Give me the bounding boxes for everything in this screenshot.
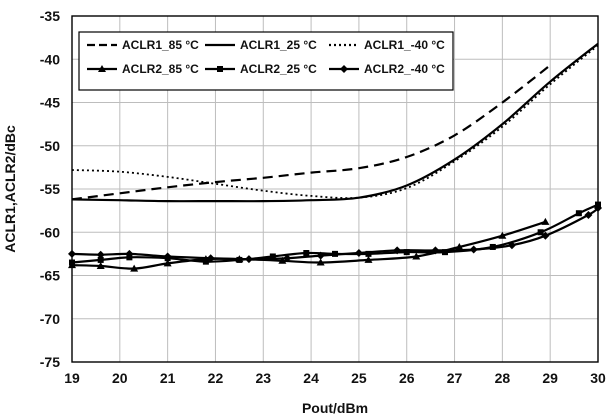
plot-area-frame xyxy=(71,15,599,363)
data-point-marker xyxy=(202,258,209,265)
y-tick-label: -50 xyxy=(40,138,60,154)
y-tick-label: -60 xyxy=(40,224,60,240)
legend-item: ACLR1_25 °C xyxy=(205,38,317,52)
legend-box xyxy=(78,31,454,91)
series-3 xyxy=(71,44,599,199)
series-line xyxy=(71,64,551,201)
data-point-marker xyxy=(303,250,310,257)
legend-item: ACLR2_25 °C xyxy=(205,62,317,76)
legend-item: ACLR1_-40 °C xyxy=(329,38,445,52)
legend-label: ACLR2_85 °C xyxy=(122,62,199,76)
x-tick-label: 27 xyxy=(447,370,463,386)
x-tick-label: 20 xyxy=(112,370,128,386)
y-tick-label: -70 xyxy=(40,311,60,327)
x-tick-label: 28 xyxy=(495,370,511,386)
x-tick-label: 23 xyxy=(255,370,271,386)
x-tick-label: 19 xyxy=(64,370,80,386)
legend-item: ACLR2_85 °C xyxy=(87,62,199,76)
series-line xyxy=(71,207,599,261)
x-tick-label: 26 xyxy=(399,370,415,386)
y-tick-label: -45 xyxy=(40,95,60,111)
y-tick-label: -35 xyxy=(40,8,60,24)
data-point-marker xyxy=(244,255,253,264)
legend-marker xyxy=(217,66,223,72)
x-tick-label: 22 xyxy=(208,370,224,386)
data-point-marker xyxy=(537,229,544,236)
series-1 xyxy=(71,64,551,201)
legend-label: ACLR2_25 °C xyxy=(240,62,317,76)
data-point-marker xyxy=(354,249,363,258)
series-4 xyxy=(68,217,550,272)
series-line xyxy=(71,42,599,203)
x-tick-label: 25 xyxy=(351,370,367,386)
legend-label: ACLR1_25 °C xyxy=(240,38,317,52)
series-lines xyxy=(68,42,602,272)
legend: ACLR1_85 °C ACLR1_25 °C ACLR1_-40 °C ACLR2_… xyxy=(78,31,454,91)
series-line xyxy=(71,44,599,199)
data-point-marker xyxy=(575,210,582,217)
data-point-marker xyxy=(469,245,478,254)
data-point-marker xyxy=(69,259,75,266)
series-6 xyxy=(68,204,602,264)
data-point-marker xyxy=(68,249,76,258)
x-tick-label: 21 xyxy=(160,370,176,386)
y-tick-label: -75 xyxy=(40,354,60,370)
series-2 xyxy=(71,42,599,203)
x-tick-label: 30 xyxy=(590,370,606,386)
legend-item: ACLR1_85 °C xyxy=(87,38,199,52)
legend-item: ACLR2_-40 °C xyxy=(329,62,445,76)
y-tick-label: -55 xyxy=(40,181,60,197)
legend-label: ACLR1_85 °C xyxy=(122,38,199,52)
y-axis-title: ACLR1,ACLR2/dBc xyxy=(2,125,18,253)
legend-label: ACLR2_-40 °C xyxy=(364,62,445,76)
legend-label: ACLR1_-40 °C xyxy=(364,38,445,52)
x-axis-title: Pout/dBm xyxy=(302,400,368,416)
axis-ticks: 19 20 21 22 23 24 25 26 27 28 29 30 -35 -40 -45 -50 -55 -… xyxy=(40,8,606,386)
x-tick-label: 24 xyxy=(303,370,319,386)
data-point-marker xyxy=(541,217,550,225)
y-tick-label: -65 xyxy=(40,268,60,284)
y-tick-label: -40 xyxy=(40,51,60,67)
series-line xyxy=(71,220,546,270)
x-tick-label: 29 xyxy=(542,370,558,386)
